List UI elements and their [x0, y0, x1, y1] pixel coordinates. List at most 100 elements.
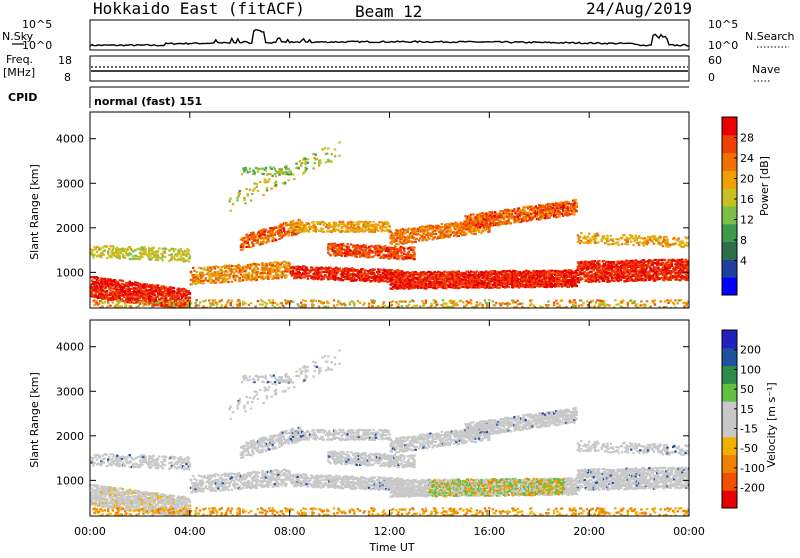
heatmap-cell [422, 239, 424, 241]
heatmap-cell [365, 244, 367, 246]
heatmap-cell [140, 251, 142, 253]
heatmap-cell [360, 271, 362, 273]
heatmap-cell [370, 245, 372, 247]
heatmap-cell [378, 221, 380, 223]
heatmap-cell [319, 223, 321, 225]
heatmap-cell [554, 270, 556, 272]
heatmap-cell [280, 271, 282, 273]
heatmap-cell [354, 269, 356, 271]
heatmap-cell [109, 245, 111, 247]
heatmap-cell [350, 221, 352, 223]
heatmap-cell [603, 265, 605, 267]
heatmap-cell [268, 236, 270, 238]
heatmap-cell [147, 255, 149, 257]
heatmap-cell [157, 284, 159, 286]
heatmap-cell [353, 224, 355, 226]
heatmap-cell [420, 278, 422, 280]
heatmap-cell [447, 271, 449, 273]
heatmap-cell [458, 235, 460, 237]
heatmap-cell [234, 279, 236, 281]
heatmap-cell [298, 231, 300, 233]
heatmap-cell [92, 249, 94, 251]
heatmap-cell [137, 288, 139, 290]
heatmap-cell [198, 276, 200, 278]
heatmap-cell [134, 258, 136, 260]
heatmap-cell [509, 274, 511, 276]
heatmap-cell [517, 278, 519, 280]
heatmap-cell [306, 267, 308, 269]
heatmap-cell [530, 215, 532, 217]
heatmap-cell [126, 301, 128, 303]
heatmap-cell [649, 267, 651, 269]
heatmap-cell [256, 277, 258, 279]
heatmap-cell [272, 271, 274, 273]
heatmap-cell [180, 248, 182, 250]
date-label: 24/Aug/2019 [586, 0, 692, 18]
heatmap-cell [341, 226, 343, 228]
heatmap-cell [155, 284, 157, 286]
heatmap-cell [120, 252, 122, 254]
heatmap-cell [409, 257, 411, 259]
heatmap-cell [164, 256, 166, 258]
heatmap-cell [252, 271, 254, 273]
heatmap-cell [158, 247, 160, 249]
heatmap-cell [323, 231, 325, 233]
heatmap-cell [323, 278, 325, 280]
heatmap-cell [454, 278, 456, 280]
heatmap-cell [285, 222, 287, 224]
heatmap-cell [249, 267, 251, 269]
heatmap-cell [125, 251, 127, 253]
heatmap-cell [181, 259, 183, 261]
freq-panel: 18 8 Freq. [MHz] 60 0 Nave [3, 53, 780, 84]
heatmap-cell [219, 275, 221, 277]
heatmap-cell [337, 270, 339, 272]
heatmap-cell [218, 277, 220, 279]
heatmap-cell [466, 233, 468, 235]
heatmap-cell [341, 250, 343, 252]
heatmap-cell [249, 274, 251, 276]
heatmap-cell [417, 233, 419, 235]
heatmap-cell [369, 255, 371, 257]
heatmap-cell [353, 277, 355, 279]
heatmap-cell [567, 208, 569, 210]
heatmap-cell [495, 213, 497, 215]
heatmap-cell [264, 272, 266, 274]
heatmap-cell [123, 290, 125, 292]
heatmap-cell [384, 223, 386, 225]
heatmap-cell [470, 217, 472, 219]
heatmap-cell [366, 229, 368, 231]
heatmap-cell [272, 266, 274, 268]
heatmap-cell [165, 286, 167, 288]
heatmap-cell [124, 257, 126, 259]
heatmap-cell [334, 243, 336, 245]
heatmap-cell [374, 231, 376, 233]
heatmap-cell [140, 254, 142, 256]
heatmap-cell [598, 260, 600, 262]
heatmap-cell [300, 231, 302, 233]
heatmap-cell [109, 289, 111, 291]
heatmap-cell [561, 274, 563, 276]
heatmap-cell [118, 279, 120, 281]
heatmap-cell [182, 309, 184, 311]
heatmap-cell [324, 222, 326, 224]
heatmap-cell [498, 224, 500, 226]
heatmap-cell [306, 272, 308, 274]
heatmap-cell [338, 267, 340, 269]
heatmap-cell [644, 274, 646, 276]
heatmap-cell [183, 258, 185, 260]
heatmap-cell [162, 248, 164, 250]
heatmap-cell [574, 199, 576, 201]
heatmap-cell [385, 254, 387, 256]
heatmap-cell [217, 279, 219, 281]
heatmap-cell [432, 225, 434, 227]
heatmap-cell [453, 235, 455, 237]
heatmap-cell [403, 276, 405, 278]
heatmap-cell [405, 238, 407, 240]
heatmap-cell [134, 249, 136, 251]
heatmap-cell [571, 203, 573, 205]
heatmap-cell [559, 271, 561, 273]
heatmap-cell [157, 296, 159, 298]
heatmap-cell [350, 226, 352, 228]
heatmap-cell [266, 241, 268, 243]
